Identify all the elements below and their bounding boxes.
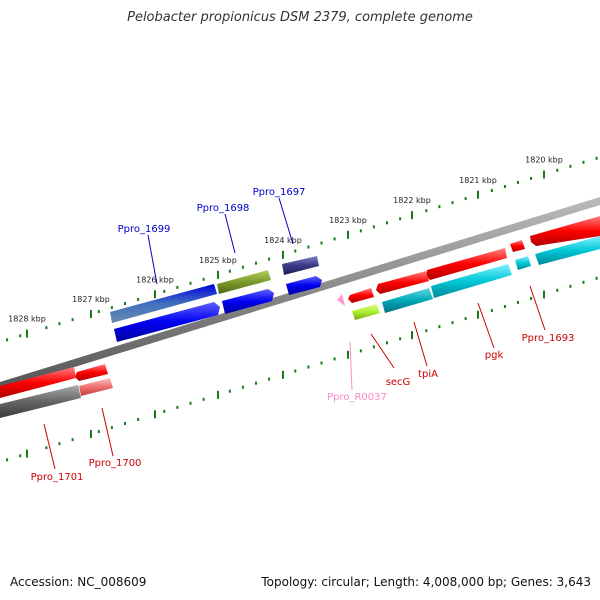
genome-summary-text: Topology: circular; Length: 4,008,000 bp… — [261, 575, 591, 589]
ppro-1697-gene[interactable] — [282, 256, 319, 275]
tpia-leader — [413, 321, 428, 367]
reverse-gene-track — [0, 216, 600, 418]
gene-label-ppro-1699[interactable]: Ppro_1699 — [118, 224, 171, 235]
pgk-gene[interactable] — [426, 248, 507, 280]
tpia-cog-bar — [382, 288, 433, 313]
ppro-1701-cog-bar — [0, 385, 81, 418]
kbp-label: 1828 kbp — [8, 315, 46, 324]
ppro-r0037-rrna[interactable] — [337, 294, 345, 306]
kbp-label: 1823 kbp — [329, 216, 367, 225]
ppro-1701-gene[interactable] — [0, 367, 76, 398]
kbp-label: 1826 kbp — [136, 275, 174, 284]
ppro-1698-gene[interactable] — [217, 270, 271, 294]
ppro-1700-leader — [101, 407, 114, 457]
secg-cog-bar — [352, 304, 380, 320]
gene-label-ppro-1693[interactable]: Ppro_1693 — [522, 333, 575, 344]
kbp-label: 1820 kbp — [525, 155, 563, 164]
ppro-small-cog-bar — [515, 256, 531, 270]
ppro-1700-cog-bar — [79, 378, 113, 396]
tpia-gene[interactable] — [376, 271, 429, 294]
secg-gene[interactable] — [348, 288, 374, 303]
secg-leader — [370, 333, 395, 369]
gene-label-secg[interactable]: secG — [386, 377, 411, 388]
kbp-ruler: 1820 kbp 1821 kbp 1822 kbp 1823 kbp 1824 kbp… — [6, 155, 598, 462]
ppro-1693-cog-bar — [535, 236, 600, 265]
gene-labels: Ppro_1697 Ppro_1698 Ppro_1699 Ppro_1693 … — [31, 187, 575, 483]
ppro-1698-cog-bar — [222, 289, 274, 314]
ppro-1693-gene[interactable] — [530, 216, 600, 246]
ppro-1699-cog-bar — [114, 302, 220, 342]
gene-label-ppro-1698[interactable]: Ppro_1698 — [197, 203, 250, 214]
gene-label-ppro-1700[interactable]: Ppro_1700 — [89, 458, 142, 469]
label-leaders — [43, 197, 546, 470]
gene-label-ppro-1697[interactable]: Ppro_1697 — [253, 187, 306, 198]
ppro-1698-leader — [224, 213, 236, 254]
kbp-label: 1822 kbp — [393, 196, 431, 205]
gene-label-ppro-1701[interactable]: Ppro_1701 — [31, 472, 84, 483]
kbp-label: 1824 kbp — [264, 236, 302, 245]
ppro-1693-leader — [529, 285, 546, 331]
gene-label-tpia[interactable]: tpiA — [418, 369, 438, 380]
pgk-cog-bar — [431, 264, 512, 298]
ppro-1699-gene[interactable] — [110, 284, 217, 323]
ppro-gene-small — [510, 240, 525, 252]
gene-label-pgk[interactable]: pgk — [485, 350, 504, 361]
forward-gene-track — [110, 256, 322, 342]
kbp-label: 1821 kbp — [459, 176, 497, 185]
map-title: Pelobacter propionicus DSM 2379, complet… — [127, 10, 473, 25]
kbp-label: 1827 kbp — [72, 295, 110, 304]
gene-label-ppro-r0037[interactable]: Ppro_R0037 — [327, 392, 387, 403]
ppro-1700-gene[interactable] — [75, 364, 108, 381]
ppro-1701-leader — [43, 423, 56, 470]
ppro-r0037-leader — [349, 341, 353, 391]
ppro-1697-leader — [278, 197, 294, 245]
ppro-1697-cog-bar — [286, 276, 322, 295]
pgk-leader — [477, 302, 495, 349]
genome-backbone — [0, 197, 600, 390]
kbp-label: 1825 kbp — [199, 256, 237, 265]
accession-text: Accession: NC_008609 — [10, 575, 147, 589]
ppro-1699-leader — [147, 234, 158, 285]
